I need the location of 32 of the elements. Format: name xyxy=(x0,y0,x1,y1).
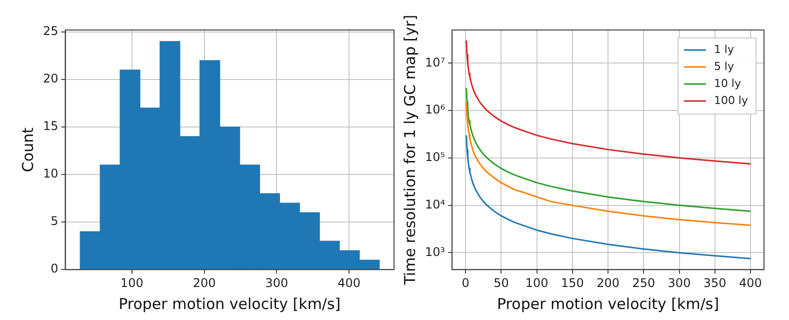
y-tick-label: 20 xyxy=(42,72,58,86)
x-axis-title: Proper motion velocity [km/s] xyxy=(497,294,720,313)
y-tick-label: 10⁵ xyxy=(424,150,446,164)
y-tick-label: 10⁴ xyxy=(424,197,446,212)
legend-label: 5 ly xyxy=(714,60,734,73)
y-axis-title: Count xyxy=(18,127,37,172)
x-tick-label: 250 xyxy=(632,276,656,290)
x-tick-label: 100 xyxy=(120,276,144,290)
x-tick-label: 350 xyxy=(703,276,726,290)
y-tick-label: 5 xyxy=(50,214,58,228)
x-tick-label: 50 xyxy=(494,276,509,290)
legend-label: 1 ly xyxy=(714,42,734,56)
legend-label: 100 ly xyxy=(714,94,748,107)
x-tick-label: 200 xyxy=(596,276,620,290)
y-tick-label: 10⁷ xyxy=(424,55,446,70)
y-tick-label: 25 xyxy=(42,24,58,38)
x-tick-label: 400 xyxy=(739,276,762,290)
y-axis-title: Time resolution for 1 ly GC map [yr] xyxy=(400,14,419,286)
y-tick-label: 10⁶ xyxy=(424,102,446,117)
y-tick-label: 0 xyxy=(50,262,58,276)
y-tick-label: 15 xyxy=(42,119,58,134)
y-tick-label: 10³ xyxy=(424,244,446,259)
y-tick-label: 10 xyxy=(42,166,58,181)
legend-label: 10 ly xyxy=(714,76,742,90)
x-axis-title: Proper motion velocity [km/s] xyxy=(118,294,341,313)
x-tick-label: 400 xyxy=(338,276,361,290)
x-tick-label: 300 xyxy=(265,276,288,290)
x-tick-label: 100 xyxy=(525,276,548,290)
x-tick-label: 200 xyxy=(192,276,216,290)
x-tick-label: 150 xyxy=(560,276,584,290)
x-tick-label: 300 xyxy=(668,276,691,290)
x-tick-label: 0 xyxy=(462,276,470,290)
